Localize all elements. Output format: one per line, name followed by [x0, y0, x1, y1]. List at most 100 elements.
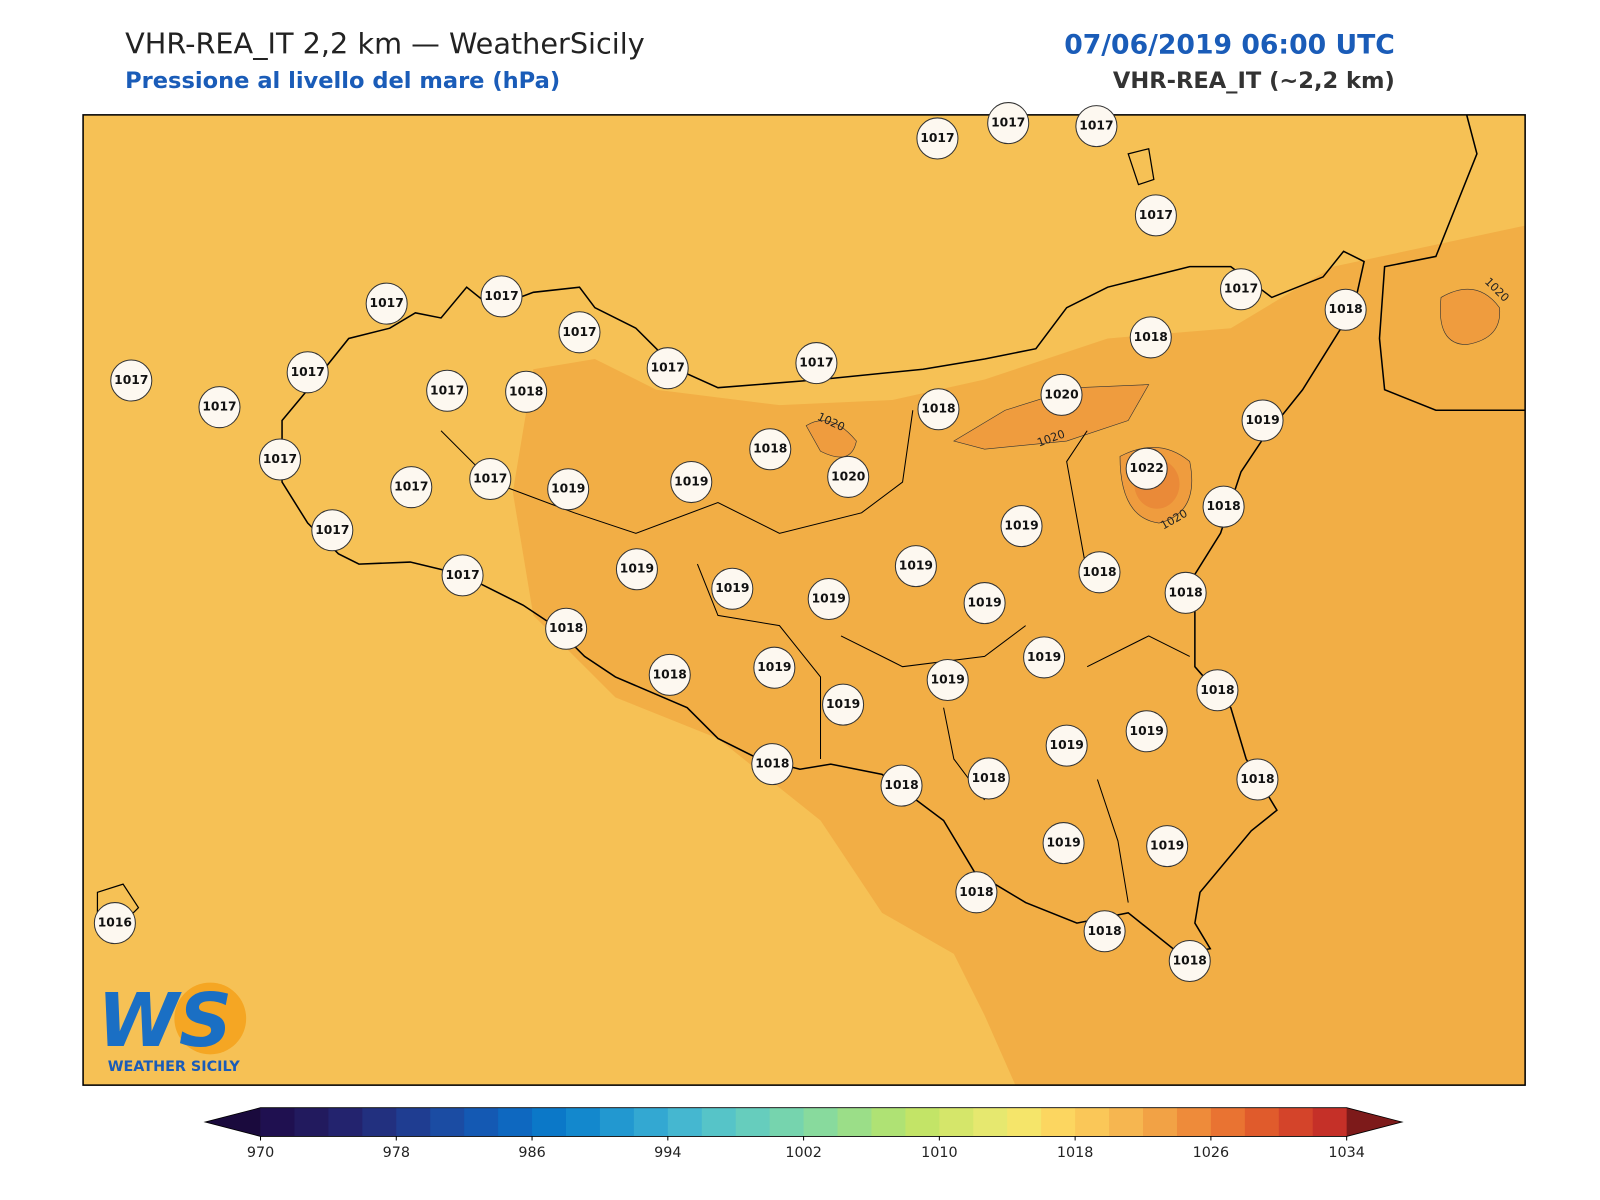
- station-value: 1018: [1173, 954, 1207, 968]
- colorbar-bin: [667, 1107, 703, 1137]
- station-marker: [711, 567, 754, 610]
- station: 1018: [1324, 288, 1367, 331]
- map-frame: [82, 114, 1526, 1086]
- colorbar-tick-label: 1026: [1193, 1145, 1230, 1161]
- station-value: 1017: [1224, 282, 1258, 296]
- station-value: 1018: [972, 771, 1006, 785]
- station: 1017: [1075, 105, 1118, 148]
- colorbar-tick-label: 1010: [921, 1145, 958, 1161]
- title: VHR-REA_IT 2,2 km — WeatherSicily: [125, 26, 645, 60]
- station-value: 1018: [1169, 585, 1203, 599]
- station-marker: [753, 646, 796, 689]
- station: 1016: [93, 902, 136, 945]
- station-marker: [110, 359, 153, 402]
- logo-text: WEATHER SICILY: [108, 1059, 241, 1075]
- station-marker: [646, 347, 689, 390]
- station-value: 1017: [1079, 119, 1113, 133]
- colorbar-bin: [1075, 1107, 1110, 1137]
- station-marker: [93, 902, 136, 945]
- station-marker: [967, 757, 1010, 800]
- colorbar-tick-label: 994: [654, 1145, 681, 1161]
- colorbar-bin: [905, 1107, 940, 1137]
- colorbar-tick-label: 986: [518, 1145, 545, 1161]
- station-marker: [469, 457, 512, 500]
- station: 1017: [198, 386, 241, 429]
- colorbar-bin: [1143, 1107, 1178, 1137]
- colorbar-bin: [464, 1107, 499, 1137]
- colorbar-bin: [599, 1107, 635, 1137]
- station: 1020: [827, 455, 870, 498]
- station: 1018: [880, 764, 923, 807]
- station-value: 1018: [884, 778, 918, 792]
- station: 1018: [749, 428, 792, 471]
- colorbar-bin: [769, 1107, 805, 1137]
- station-value: 1018: [1200, 683, 1234, 697]
- station: 1017: [110, 359, 153, 402]
- station-value: 1019: [1150, 839, 1184, 853]
- station-marker: [547, 468, 590, 511]
- station-marker: [1083, 910, 1126, 953]
- station-value: 1020: [831, 469, 865, 483]
- station-marker: [441, 554, 484, 597]
- colorbar-bin: [532, 1107, 567, 1137]
- station-marker: [1129, 316, 1172, 359]
- station: 1017: [311, 509, 354, 552]
- colorbar-bin: [1176, 1107, 1212, 1137]
- station-marker: [1000, 505, 1043, 548]
- pressure-1020: [953, 384, 1150, 450]
- station: 1019: [963, 582, 1006, 625]
- station-marker: [1078, 551, 1121, 594]
- station: 1019: [1023, 636, 1066, 679]
- station-marker: [1219, 268, 1263, 311]
- station: 1017: [987, 102, 1030, 145]
- colorbar-bin: [1041, 1107, 1076, 1137]
- station: 1017: [365, 282, 408, 325]
- station: 1018: [1083, 910, 1126, 953]
- colorbar: 970 978 986 994 1002 1010 1018 1026 1034: [203, 1107, 1404, 1161]
- station-value: 1018: [959, 885, 993, 899]
- station: 1017: [558, 311, 601, 354]
- colorbar-tick-label: 978: [383, 1145, 410, 1161]
- colorbar-bin: [1312, 1107, 1348, 1137]
- station-value: 1019: [1245, 413, 1279, 427]
- station-value: 1017: [651, 361, 685, 375]
- station-marker: [1164, 571, 1207, 614]
- station-marker: [917, 388, 960, 431]
- colorbar-tick-label: 1002: [785, 1145, 822, 1161]
- station-value: 1018: [1087, 924, 1121, 938]
- station-marker: [1146, 825, 1189, 868]
- station-marker: [916, 117, 959, 160]
- station: 1018: [545, 607, 588, 650]
- station-value: 1019: [1130, 724, 1164, 738]
- colorbar-bin: [430, 1107, 465, 1137]
- station-marker: [1125, 710, 1168, 753]
- colorbar-bin: [396, 1107, 431, 1137]
- station-value: 1018: [755, 757, 789, 771]
- station-value: 1019: [826, 697, 860, 711]
- model: VHR-REA_IT (~2,2 km): [1113, 68, 1395, 94]
- station: 1019: [670, 461, 713, 504]
- pressure-1020: [1440, 289, 1500, 345]
- logo-mark: WS: [97, 978, 232, 1064]
- station-value: 1019: [674, 475, 708, 489]
- station-value: 1017: [991, 116, 1025, 130]
- station-value: 1017: [430, 383, 464, 397]
- station-value: 1019: [620, 562, 654, 576]
- station-value: 1017: [920, 131, 954, 145]
- station: 1019: [1045, 724, 1088, 767]
- station: 1018: [955, 871, 998, 914]
- station-value: 1018: [509, 384, 543, 398]
- station-marker: [827, 455, 870, 498]
- station: 1018: [1168, 940, 1211, 983]
- station-value: 1017: [562, 325, 596, 339]
- station: 1017: [426, 369, 469, 412]
- station-marker: [505, 370, 548, 413]
- pressure-1020: [805, 420, 857, 458]
- colorbar-bin: [803, 1107, 839, 1137]
- station-marker: [894, 545, 937, 588]
- station-value: 1019: [812, 591, 846, 605]
- station: 1019: [1125, 710, 1168, 753]
- station-value: 1018: [1240, 772, 1274, 786]
- station-marker: [1042, 822, 1085, 865]
- colorbar-bin: [837, 1107, 872, 1137]
